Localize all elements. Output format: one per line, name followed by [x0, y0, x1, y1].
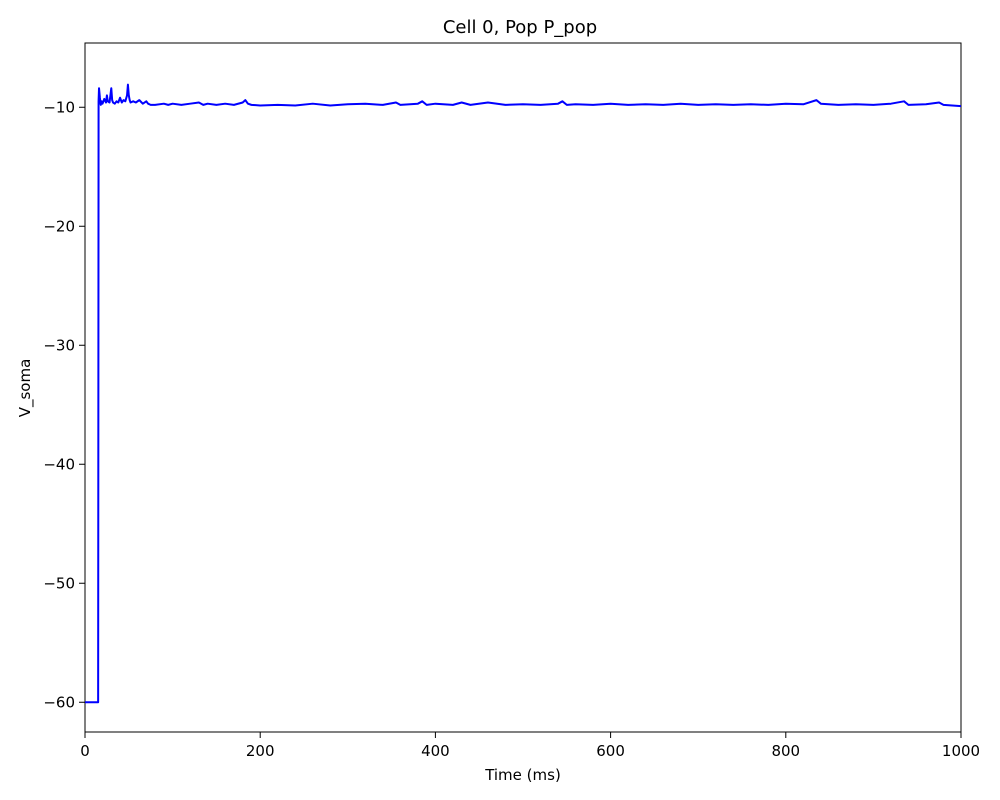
x-tick-label: 400: [421, 742, 450, 760]
x-axis: 0 200 400 600 800 1000: [80, 732, 980, 760]
plot-area: [84, 42, 962, 733]
y-axis-label: V_soma: [16, 359, 35, 418]
y-tick-label: −40: [43, 455, 75, 473]
y-tick-label: −50: [43, 574, 75, 592]
x-axis-label: Time (ms): [484, 766, 561, 784]
series-layer: [85, 83, 961, 704]
y-tick-label: −30: [43, 336, 75, 354]
series-line-0: [85, 83, 961, 704]
y-axis: −60 −50 −40 −30 −20 −10: [43, 98, 85, 711]
y-tick-label: −20: [43, 217, 75, 235]
x-tick-label: 0: [80, 742, 90, 760]
x-tick-label: 600: [596, 742, 625, 760]
y-tick-label: −60: [43, 693, 75, 711]
y-tick-label: −10: [43, 98, 75, 116]
x-tick-label: 1000: [942, 742, 980, 760]
x-tick-label: 200: [246, 742, 275, 760]
chart-title: Cell 0, Pop P_pop: [443, 17, 597, 38]
x-tick-label: 800: [771, 742, 800, 760]
plot-frame: [84, 42, 962, 733]
